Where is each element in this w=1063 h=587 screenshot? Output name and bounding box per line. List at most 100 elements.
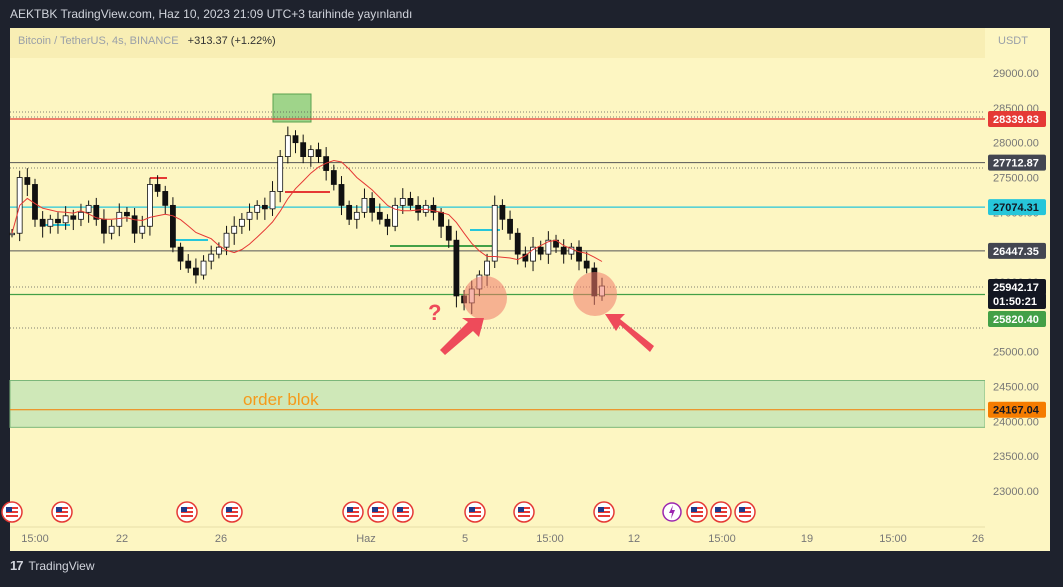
- candle-body: [55, 218, 61, 224]
- candle-body: [499, 204, 506, 220]
- us-flag-canton: [739, 507, 745, 512]
- price-label: 01:50:21: [993, 296, 1037, 308]
- time-tick: 15:00: [21, 533, 49, 545]
- candle-body: [162, 191, 169, 206]
- time-tick: 15:00: [536, 533, 564, 545]
- candle-body: [560, 246, 567, 255]
- candle-body: [170, 204, 176, 248]
- chart-area[interactable]: Bitcoin / TetherUS, 4s, BINANCE +313.37 …: [10, 28, 1050, 551]
- us-flag-canton: [181, 507, 187, 512]
- us-flag-canton: [518, 507, 524, 512]
- us-flag-stripe: [598, 513, 610, 515]
- price-label: 25820.40: [993, 314, 1039, 326]
- candle-body: [392, 204, 399, 227]
- price-tick: 27500.00: [993, 173, 1039, 185]
- candle-body: [246, 211, 253, 220]
- candle-body: [330, 170, 337, 185]
- price-tick: 24000.00: [993, 416, 1039, 428]
- candle-body: [277, 156, 284, 192]
- candle-body: [208, 253, 215, 262]
- us-flag-stripe: [226, 513, 238, 515]
- candle-body: [154, 184, 161, 192]
- us-flag-canton: [469, 507, 475, 512]
- price-label: 27712.87: [993, 158, 1039, 170]
- arrow-annotation: [605, 314, 654, 352]
- price-label: 25942.17: [993, 282, 1039, 294]
- us-flag-canton: [6, 507, 12, 512]
- price-label-bg: [988, 293, 1046, 309]
- price-label: 26447.35: [993, 246, 1039, 258]
- candle-body: [139, 225, 146, 234]
- candle-body: [238, 218, 245, 227]
- candle-body: [583, 260, 590, 269]
- candle-body: [376, 211, 383, 220]
- us-flag-canton: [347, 507, 353, 512]
- candle-body: [261, 204, 268, 210]
- us-flag-canton: [598, 507, 604, 512]
- time-tick: 22: [116, 533, 128, 545]
- candle-body: [24, 177, 31, 185]
- price-label-bg: [988, 401, 1046, 418]
- time-tick: 15:00: [708, 533, 736, 545]
- price-label-bg: [988, 199, 1046, 216]
- price-label-bg: [988, 154, 1046, 171]
- candle-body: [514, 232, 521, 255]
- candle-body: [200, 260, 207, 276]
- price-label: 27074.31: [993, 202, 1039, 214]
- candle-body: [415, 204, 422, 213]
- us-flag-stripe: [691, 513, 703, 515]
- price-label: 28339.83: [993, 114, 1039, 126]
- tradingview-footer[interactable]: 17 TradingView: [10, 558, 95, 573]
- candle-body: [307, 149, 314, 157]
- candle-body: [93, 204, 100, 220]
- candle-body: [124, 211, 130, 217]
- highlight-circle: [463, 276, 507, 320]
- candle-body: [101, 218, 107, 234]
- tradingview-logo-icon: 17: [10, 558, 24, 573]
- price-tick: 24500.00: [993, 382, 1039, 394]
- arrow-annotation: [440, 318, 484, 355]
- symbol-name: Bitcoin / TetherUS, 4s, BINANCE: [18, 35, 179, 47]
- candle-body: [369, 197, 376, 213]
- price-chart[interactable]: order blok?USDT29000.0028500.0028000.002…: [0, 0, 1063, 558]
- candle-body: [9, 232, 15, 236]
- highlight-box: [272, 93, 312, 123]
- time-tick: 12: [628, 533, 640, 545]
- candle-body: [453, 239, 460, 297]
- candle-body: [254, 204, 261, 213]
- candle-body: [399, 197, 406, 206]
- candle-body: [338, 184, 345, 206]
- price-tick: 28000.00: [993, 138, 1039, 150]
- candle-body: [231, 225, 238, 234]
- candle-body: [192, 267, 199, 276]
- candle-body: [131, 215, 138, 234]
- candle-body: [346, 204, 353, 220]
- tradingview-brand: TradingView: [28, 558, 95, 573]
- us-flag-canton: [56, 507, 62, 512]
- order-block-label: order blok: [243, 390, 319, 409]
- candle-body: [384, 218, 391, 227]
- candle-body: [269, 191, 276, 210]
- price-label-bg: [988, 311, 1046, 327]
- candle-body: [223, 232, 230, 248]
- us-flag-canton: [715, 507, 721, 512]
- time-tick: 5: [462, 533, 468, 545]
- time-tick: 26: [972, 533, 984, 545]
- price-tick: 23000.00: [993, 486, 1039, 498]
- candle-body: [537, 246, 544, 255]
- price-tick: 25000.00: [993, 347, 1039, 359]
- us-flag-stripe: [181, 513, 193, 515]
- price-label-bg: [988, 279, 1046, 295]
- candle-body: [445, 225, 452, 241]
- candle-body: [300, 142, 307, 158]
- moving-average-line: [11, 159, 603, 262]
- highlight-circle: [573, 272, 617, 316]
- candle-body: [284, 135, 291, 157]
- candle-body: [430, 204, 437, 213]
- us-flag-canton: [397, 507, 403, 512]
- us-flag-canton: [691, 507, 697, 512]
- candle-body: [522, 253, 529, 262]
- us-flag-stripe: [469, 513, 481, 515]
- candle-body: [568, 246, 575, 255]
- price-tick: 29000.00: [993, 68, 1039, 80]
